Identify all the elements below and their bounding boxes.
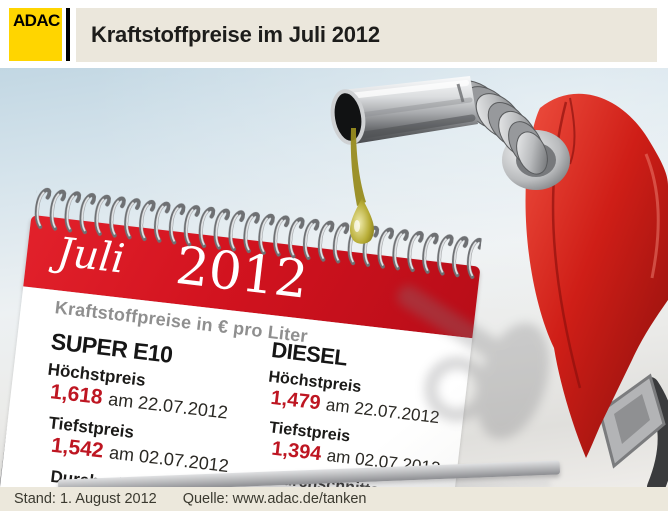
- adac-logo-text: ADAC: [13, 11, 60, 30]
- adac-logo: ADAC: [9, 8, 62, 61]
- spiral-binding-icon: [31, 185, 482, 283]
- source-reference: Quelle: www.adac.de/tanken: [182, 491, 367, 507]
- price-value: 1,618: [49, 380, 104, 410]
- fuel-nozzle-icon: [330, 76, 668, 487]
- title-band: Kraftstoffpreise im Juli 2012: [76, 8, 657, 62]
- header: ADAC Kraftstoffpreise im Juli 2012: [0, 0, 668, 68]
- stand-date: Stand: 1. August 2012: [14, 491, 157, 507]
- desk-calendar: Juli 2012 Kraftstoffpreise in € pro Lite…: [0, 185, 484, 487]
- illustration: Juli 2012 Kraftstoffpreise in € pro Lite…: [0, 68, 668, 487]
- logo-divider: [66, 8, 70, 61]
- price-value: 1,542: [49, 433, 105, 463]
- footer: Stand: 1. August 2012 Quelle: www.adac.d…: [0, 487, 668, 511]
- fuel-drop-icon: [350, 128, 374, 244]
- nozzle-shadow: [397, 285, 550, 439]
- page-title: Kraftstoffpreise im Juli 2012: [91, 22, 380, 47]
- fuel-column-super-e10: SUPER E10 Höchstpreis 1,618 am 22.07.2012…: [31, 322, 250, 487]
